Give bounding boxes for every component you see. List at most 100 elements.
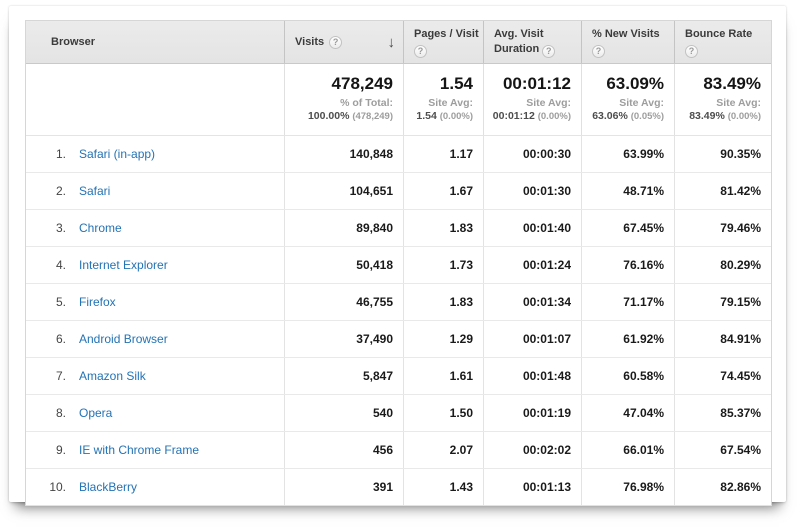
cell-visits: 391 xyxy=(284,469,403,505)
row-rank: 3. xyxy=(55,221,66,235)
cell-browser: 6. Android Browser xyxy=(26,321,284,357)
browser-link[interactable]: Amazon Silk xyxy=(79,369,146,383)
help-icon[interactable]: ? xyxy=(685,45,698,58)
cell-browser: 7. Amazon Silk xyxy=(26,358,284,394)
table-row: 3. Chrome 89,840 1.83 00:01:40 67.45% 79… xyxy=(26,209,771,246)
summary-sublabel: Site Avg: xyxy=(428,97,473,109)
help-icon[interactable]: ? xyxy=(542,45,556,58)
summary-subvalue: 00:01:12 (0.00%) xyxy=(492,110,571,122)
cell-new-visits: 76.98% xyxy=(581,469,674,505)
summary-cell-visits: 478,249 % of Total: 100.00% (478,249) xyxy=(284,64,403,135)
summary-sublabel: % of Total: xyxy=(340,97,393,109)
cell-bounce-rate: 79.15% xyxy=(674,284,771,320)
header-cell-bounce-rate[interactable]: Bounce Rate ? xyxy=(674,21,771,63)
screenshot-card: Browser Visits ? ↓ Pages / Visit ? Avg. … xyxy=(9,6,786,506)
header-cell-browser[interactable]: Browser xyxy=(26,21,284,63)
cell-visits: 89,840 xyxy=(284,210,403,246)
row-rank: 10. xyxy=(49,480,66,494)
cell-pages-per-visit: 1.67 xyxy=(403,173,483,209)
browser-link[interactable]: Firefox xyxy=(79,295,116,309)
browser-link[interactable]: Safari (in-app) xyxy=(79,147,156,161)
header-cell-pages-per-visit[interactable]: Pages / Visit ? xyxy=(403,21,483,63)
cell-bounce-rate: 81.42% xyxy=(674,173,771,209)
cell-browser: 10. BlackBerry xyxy=(26,469,284,505)
cell-new-visits: 76.16% xyxy=(581,247,674,283)
cell-new-visits: 60.58% xyxy=(581,358,674,394)
cell-pages-per-visit: 1.83 xyxy=(403,210,483,246)
cell-avg-visit-duration: 00:00:30 xyxy=(483,136,581,172)
cell-new-visits: 47.04% xyxy=(581,395,674,431)
help-icon[interactable]: ? xyxy=(414,45,427,58)
cell-new-visits: 67.45% xyxy=(581,210,674,246)
cell-new-visits: 48.71% xyxy=(581,173,674,209)
column-label-pages-per-visit: Pages / Visit xyxy=(414,28,479,40)
summary-value-bounce-rate: 83.49% xyxy=(703,74,761,93)
cell-pages-per-visit: 1.29 xyxy=(403,321,483,357)
browser-metrics-table: Browser Visits ? ↓ Pages / Visit ? Avg. … xyxy=(25,20,772,506)
summary-cell-avg-visit-duration: 00:01:12 Site Avg: 00:01:12 (0.00%) xyxy=(483,64,581,135)
table-header-row: Browser Visits ? ↓ Pages / Visit ? Avg. … xyxy=(26,21,771,64)
cell-new-visits: 71.17% xyxy=(581,284,674,320)
header-cell-avg-visit-duration[interactable]: Avg. Visit Duration ? xyxy=(483,21,581,63)
header-cell-new-visits[interactable]: % New Visits ? xyxy=(581,21,674,63)
cell-visits: 104,651 xyxy=(284,173,403,209)
browser-link[interactable]: Chrome xyxy=(79,221,122,235)
cell-bounce-rate: 85.37% xyxy=(674,395,771,431)
cell-avg-visit-duration: 00:01:19 xyxy=(483,395,581,431)
table-row: 1. Safari (in-app) 140,848 1.17 00:00:30… xyxy=(26,136,771,172)
summary-sublabel: Site Avg: xyxy=(619,97,664,109)
help-icon[interactable]: ? xyxy=(329,35,343,49)
summary-cell-new-visits: 63.09% Site Avg: 63.06% (0.05%) xyxy=(581,64,674,135)
row-rank: 2. xyxy=(55,184,66,198)
cell-avg-visit-duration: 00:01:13 xyxy=(483,469,581,505)
cell-bounce-rate: 82.86% xyxy=(674,469,771,505)
browser-link[interactable]: Android Browser xyxy=(79,332,168,346)
cell-bounce-rate: 90.35% xyxy=(674,136,771,172)
cell-bounce-rate: 79.46% xyxy=(674,210,771,246)
cell-visits: 540 xyxy=(284,395,403,431)
table-row: 7. Amazon Silk 5,847 1.61 00:01:48 60.58… xyxy=(26,357,771,394)
cell-visits: 37,490 xyxy=(284,321,403,357)
browser-link[interactable]: IE with Chrome Frame xyxy=(79,443,200,457)
cell-browser: 4. Internet Explorer xyxy=(26,247,284,283)
row-rank: 1. xyxy=(55,147,66,161)
cell-avg-visit-duration: 00:01:30 xyxy=(483,173,581,209)
table-row: 10. BlackBerry 391 1.43 00:01:13 76.98% … xyxy=(26,468,771,505)
row-rank: 4. xyxy=(55,258,66,272)
cell-new-visits: 61.92% xyxy=(581,321,674,357)
header-cell-visits[interactable]: Visits ? ↓ xyxy=(284,21,403,63)
cell-pages-per-visit: 1.50 xyxy=(403,395,483,431)
help-icon[interactable]: ? xyxy=(592,45,605,58)
summary-cell-empty xyxy=(26,64,284,135)
cell-new-visits: 66.01% xyxy=(581,432,674,468)
browser-link[interactable]: Safari xyxy=(79,184,111,198)
table-row: 2. Safari 104,651 1.67 00:01:30 48.71% 8… xyxy=(26,172,771,209)
cell-avg-visit-duration: 00:01:34 xyxy=(483,284,581,320)
cell-pages-per-visit: 1.43 xyxy=(403,469,483,505)
summary-value-pages-per-visit: 1.54 xyxy=(439,74,473,93)
cell-browser: 2. Safari xyxy=(26,173,284,209)
row-rank: 8. xyxy=(55,406,66,420)
browser-link[interactable]: Opera xyxy=(79,406,113,420)
cell-bounce-rate: 74.45% xyxy=(674,358,771,394)
column-label-browser: Browser xyxy=(51,36,96,48)
cell-browser: 9. IE with Chrome Frame xyxy=(26,432,284,468)
cell-avg-visit-duration: 00:02:02 xyxy=(483,432,581,468)
table-row: 4. Internet Explorer 50,418 1.73 00:01:2… xyxy=(26,246,771,283)
browser-link[interactable]: Internet Explorer xyxy=(79,258,168,272)
cell-browser: 3. Chrome xyxy=(26,210,284,246)
cell-browser: 5. Firefox xyxy=(26,284,284,320)
cell-visits: 456 xyxy=(284,432,403,468)
row-rank: 9. xyxy=(55,443,66,457)
cell-avg-visit-duration: 00:01:07 xyxy=(483,321,581,357)
table-row: 8. Opera 540 1.50 00:01:19 47.04% 85.37% xyxy=(26,394,771,431)
table-row: 6. Android Browser 37,490 1.29 00:01:07 … xyxy=(26,320,771,357)
summary-cell-pages-per-visit: 1.54 Site Avg: 1.54 (0.00%) xyxy=(403,64,483,135)
cell-bounce-rate: 67.54% xyxy=(674,432,771,468)
summary-row: 478,249 % of Total: 100.00% (478,249) 1.… xyxy=(26,64,771,136)
column-label-avg-visit-duration: Avg. Visit Duration xyxy=(494,28,544,55)
summary-value-new-visits: 63.09% xyxy=(606,74,664,93)
cell-new-visits: 63.99% xyxy=(581,136,674,172)
browser-link[interactable]: BlackBerry xyxy=(79,480,138,494)
summary-subvalue: 100.00% (478,249) xyxy=(307,110,393,122)
